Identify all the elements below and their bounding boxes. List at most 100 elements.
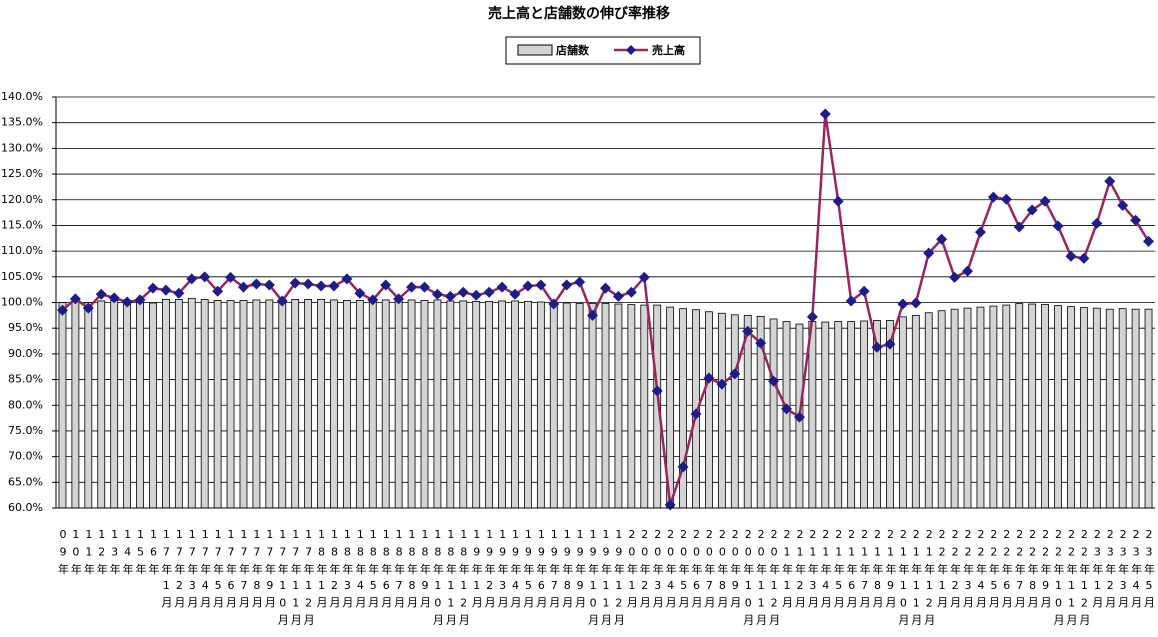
marker [1026,204,1038,216]
bar [252,299,261,509]
x-tick-label: 13年 [108,528,122,579]
marker [729,368,741,380]
y-tick-label: 60.0% [8,501,43,514]
bar [1067,306,1075,509]
marker [225,271,237,283]
marker [315,280,327,292]
bar [1079,307,1088,509]
x-tick-label: 11年 [82,528,96,579]
marker [354,287,366,299]
bar [1131,308,1140,509]
bar [278,300,287,509]
x-tick-label: 17年1月 [159,528,173,612]
x-tick-label: 18年6月 [379,528,393,612]
x-tick-label: 22年2月 [948,528,962,612]
bar [317,299,325,509]
legend-swatch [517,44,553,56]
x-tick-label: 09年 [56,528,70,579]
x-tick-label: 20年4月 [664,528,678,612]
marker [742,325,754,337]
bar [743,314,752,509]
marker [134,294,146,306]
marker [716,378,728,390]
bar [834,321,843,509]
marker [962,265,974,277]
bar [1041,304,1049,509]
bar [821,321,830,509]
marker [651,385,663,397]
marker [121,296,133,308]
x-tick-label: 22年3月 [961,528,975,612]
x-tick-label: 10年 [69,528,83,579]
x-tick-label: 22年6月 [1000,528,1014,612]
bar [989,305,998,509]
x-tick-label: 21年6月 [845,528,859,612]
bar [123,301,132,509]
x-tick-label: 17年10月 [276,528,290,630]
marker [69,293,81,305]
marker [173,287,185,299]
bar [1028,303,1037,509]
marker [625,286,637,298]
x-tick-label: 20年7月 [702,528,716,612]
x-tick-label: 23年2月 [1103,528,1117,612]
marker [755,337,767,349]
marker [858,285,870,297]
x-tick-label: 19年6月 [534,528,548,612]
x-tick-label: 21年5月 [832,528,846,612]
marker [819,108,831,120]
marker [1091,217,1103,229]
bar [536,301,545,509]
bar [174,299,183,509]
marker [587,309,599,321]
marker [897,298,909,310]
x-tick-label: 20年5月 [677,528,691,612]
x-tick-label: 21年11月 [909,528,923,630]
bar [213,300,222,509]
bar [291,299,300,509]
bar [226,300,235,509]
marker [690,408,702,420]
marker [328,280,340,292]
marker [910,297,922,309]
bar [924,312,933,509]
x-tick-label: 18年2月 [327,528,341,612]
x-tick-label: 14年 [121,528,135,579]
y-tick-label: 70.0% [8,450,43,463]
bar [950,308,959,509]
bar [498,300,506,509]
x-tick-label: 18年1月 [315,528,329,612]
bar [136,302,144,509]
x-tick-label: 17年5月 [211,528,225,612]
bar [963,307,972,509]
x-tick-label: 18年5月 [366,528,380,612]
marker [703,372,715,384]
x-tick-label: 20年3月 [651,528,665,612]
x-tick-label: 22年12月 [1077,528,1091,630]
marker [793,411,805,423]
x-tick-label: 21年7月 [858,528,872,612]
marker [806,311,818,323]
x-tick-label: 17年6月 [224,528,238,612]
x-tick-label: 19年9月 [573,528,587,612]
bar [1002,304,1011,509]
bar [239,300,248,509]
x-tick-label: 17年3月 [185,528,199,612]
x-tick-label: 19年10月 [586,528,600,630]
marker [302,278,314,290]
bar [524,301,532,509]
x-tick-label: 20年12月 [767,528,781,630]
x-tick-label: 23年3月 [1116,528,1130,612]
marker [483,286,495,298]
marker [160,284,172,296]
bar [601,303,610,509]
bar [343,300,351,509]
marker [380,279,392,291]
bar [446,300,455,509]
x-tick-label: 19年11月 [599,528,613,630]
marker [1052,220,1064,232]
bar [808,321,817,509]
bar [433,299,442,509]
y-tick-label: 125.0% [1,167,43,180]
x-tick-label: 18年12月 [457,528,471,630]
